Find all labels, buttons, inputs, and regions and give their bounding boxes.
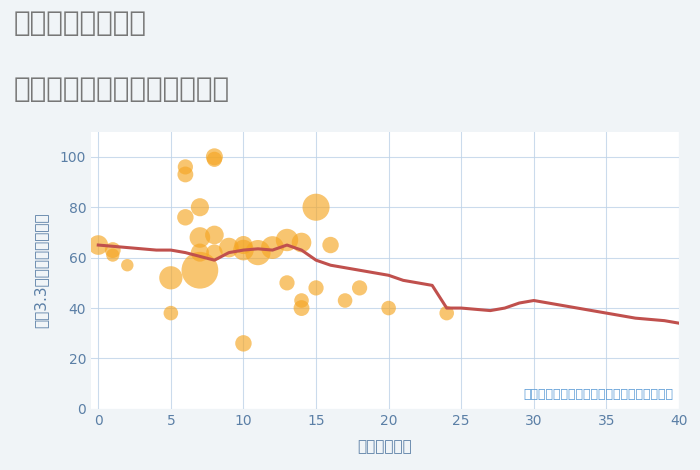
Point bbox=[223, 244, 235, 251]
Point bbox=[195, 249, 206, 256]
Point bbox=[209, 153, 220, 161]
Point bbox=[107, 246, 118, 254]
Point bbox=[238, 340, 249, 347]
Point bbox=[340, 297, 351, 304]
Point bbox=[238, 246, 249, 254]
Point bbox=[296, 239, 307, 246]
Point bbox=[267, 244, 278, 251]
Point bbox=[209, 231, 220, 239]
X-axis label: 築年数（年）: 築年数（年） bbox=[358, 439, 412, 454]
Point bbox=[107, 251, 118, 259]
Point bbox=[195, 266, 206, 274]
Text: 円の大きさは、取引のあった物件面積を示す: 円の大きさは、取引のあった物件面積を示す bbox=[523, 388, 673, 400]
Point bbox=[195, 234, 206, 241]
Y-axis label: 坪（3.3㎡）単価（万円）: 坪（3.3㎡）単価（万円） bbox=[34, 212, 49, 328]
Point bbox=[165, 309, 176, 317]
Point bbox=[296, 297, 307, 304]
Point bbox=[180, 171, 191, 178]
Point bbox=[92, 241, 104, 249]
Point bbox=[209, 156, 220, 163]
Point bbox=[354, 284, 365, 292]
Point bbox=[180, 213, 191, 221]
Point bbox=[441, 309, 452, 317]
Text: 築年数別中古マンション価格: 築年数別中古マンション価格 bbox=[14, 75, 230, 103]
Point bbox=[281, 236, 293, 244]
Point bbox=[296, 304, 307, 312]
Point bbox=[180, 163, 191, 171]
Point bbox=[238, 241, 249, 249]
Point bbox=[383, 304, 394, 312]
Point bbox=[195, 204, 206, 211]
Point bbox=[165, 274, 176, 282]
Point bbox=[281, 279, 293, 287]
Point bbox=[310, 284, 321, 292]
Point bbox=[310, 204, 321, 211]
Point bbox=[253, 249, 264, 256]
Point bbox=[122, 261, 133, 269]
Text: 三重県松阪市光町: 三重県松阪市光町 bbox=[14, 9, 147, 38]
Point bbox=[325, 241, 336, 249]
Point bbox=[209, 249, 220, 256]
